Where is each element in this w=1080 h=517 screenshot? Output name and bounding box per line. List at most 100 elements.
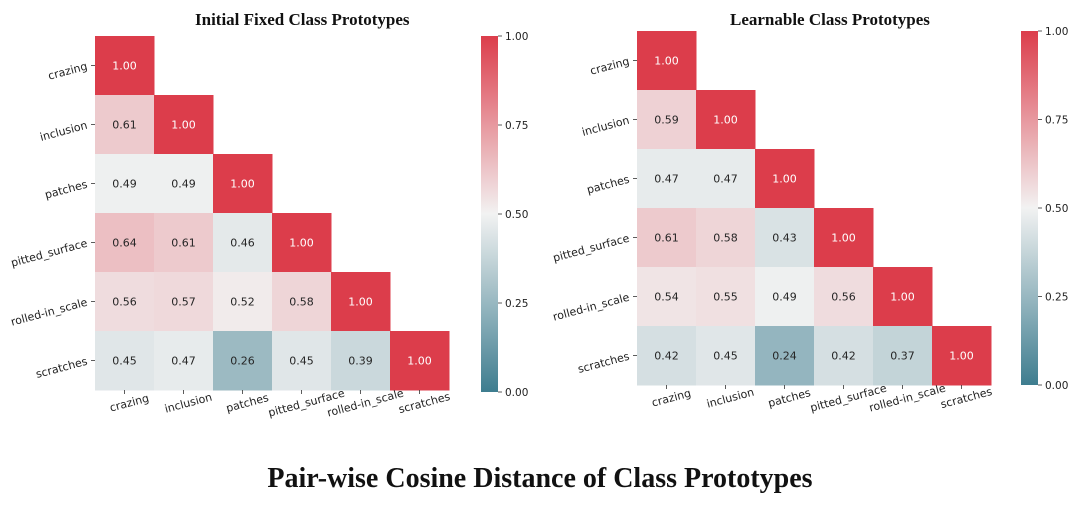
heatmap-value-label: 1.00 bbox=[831, 232, 856, 245]
heatmap-value-label: 0.42 bbox=[831, 350, 856, 363]
heatmap-cell bbox=[95, 331, 155, 391]
colorbar-tick-label: 0.25 bbox=[505, 298, 528, 310]
colorbar-tick-label: 1.00 bbox=[1045, 26, 1068, 38]
heatmap-cell bbox=[696, 267, 756, 327]
heatmap-value-label: 1.00 bbox=[772, 173, 797, 186]
heatmap-cell bbox=[272, 331, 332, 391]
heatmap-value-label: 1.00 bbox=[407, 355, 432, 368]
heatmap-value-label: 0.26 bbox=[230, 355, 255, 368]
heatmap-initial: 1.00 0.61 1.00 0.49 0.49 1.00 0.64 0.61 0.46 1.00… bbox=[9, 31, 528, 420]
heatmap-value-label: 0.49 bbox=[772, 291, 797, 304]
heatmap-value-label: 0.45 bbox=[713, 350, 738, 363]
colorbar-tick-label: 0.75 bbox=[1045, 115, 1068, 127]
y-tick-label: patches bbox=[585, 173, 631, 197]
heatmap-cell bbox=[755, 267, 815, 327]
heatmap-value-label: 0.59 bbox=[654, 114, 679, 127]
heatmap-cell bbox=[755, 208, 815, 268]
heatmap-value-label: 0.52 bbox=[230, 296, 255, 309]
x-tick-label: crazing bbox=[650, 387, 692, 410]
heatmap-cell bbox=[696, 90, 756, 150]
heatmap-cell bbox=[95, 95, 155, 155]
colorbar bbox=[481, 36, 498, 392]
heatmap-cell bbox=[154, 154, 214, 214]
colorbar-tick-label: 0.00 bbox=[1045, 380, 1068, 392]
heatmap-cell bbox=[154, 272, 214, 332]
colorbar bbox=[1021, 31, 1038, 385]
heatmap-value-label: 0.43 bbox=[772, 232, 797, 245]
y-tick-label: inclusion bbox=[581, 114, 631, 139]
heatmap-value-label: 0.58 bbox=[713, 232, 738, 245]
heatmap-cell bbox=[95, 272, 155, 332]
colorbar-tick-label: 0.50 bbox=[1045, 203, 1068, 215]
heatmap-cell bbox=[696, 326, 756, 386]
y-tick-label: scratches bbox=[576, 350, 631, 376]
heatmap-cell bbox=[154, 213, 214, 273]
x-tick-label: crazing bbox=[108, 392, 150, 415]
heatmap-cell bbox=[154, 95, 214, 155]
heatmap-cell bbox=[213, 154, 273, 214]
x-tick-label: inclusion bbox=[163, 390, 213, 415]
heatmap-value-label: 0.47 bbox=[171, 355, 196, 368]
heatmap-value-label: 0.61 bbox=[171, 237, 196, 250]
heatmap-cell bbox=[755, 326, 815, 386]
colorbar-tick-label: 0.75 bbox=[505, 120, 528, 132]
y-tick-label: pitted_surface bbox=[552, 232, 631, 265]
x-tick-label: scratches bbox=[397, 390, 452, 416]
figure-title: Pair-wise Cosine Distance of Class Proto… bbox=[267, 463, 813, 494]
colorbar-tick-label: 0.00 bbox=[505, 387, 528, 399]
heatmap-cell bbox=[331, 272, 391, 332]
heatmap-cell bbox=[272, 272, 332, 332]
heatmap-value-label: 0.64 bbox=[112, 237, 137, 250]
heatmap-value-label: 0.58 bbox=[289, 296, 314, 309]
heatmap-value-label: 1.00 bbox=[171, 119, 196, 132]
heatmap-cell bbox=[637, 267, 697, 327]
chart-title-learnable: Learnable Class Prototypes bbox=[730, 10, 930, 29]
y-tick-label: inclusion bbox=[39, 119, 89, 144]
x-tick-label: scratches bbox=[939, 385, 994, 411]
heatmap-cell bbox=[272, 213, 332, 273]
heatmap-cell bbox=[637, 208, 697, 268]
heatmap-value-label: 1.00 bbox=[112, 60, 137, 73]
y-tick-label: patches bbox=[43, 178, 89, 202]
y-tick-label: pitted_surface bbox=[10, 237, 89, 270]
y-tick-label: crazing bbox=[589, 55, 631, 78]
colorbar-tick-label: 0.25 bbox=[1045, 292, 1068, 304]
heatmap-value-label: 0.46 bbox=[230, 237, 255, 250]
heatmap-value-label: 1.00 bbox=[713, 114, 738, 127]
heatmap-cell bbox=[932, 326, 992, 386]
heatmap-value-label: 0.57 bbox=[171, 296, 196, 309]
y-tick-label: scratches bbox=[34, 355, 89, 381]
heatmap-cell bbox=[637, 90, 697, 150]
heatmap-value-label: 0.42 bbox=[654, 350, 679, 363]
heatmap-value-label: 0.61 bbox=[654, 232, 679, 245]
heatmap-value-label: 0.49 bbox=[112, 178, 137, 191]
heatmap-value-label: 1.00 bbox=[230, 178, 255, 191]
heatmap-value-label: 0.45 bbox=[112, 355, 137, 368]
heatmap-cell bbox=[154, 331, 214, 391]
heatmap-value-label: 0.39 bbox=[348, 355, 373, 368]
heatmap-cell bbox=[637, 31, 697, 91]
heatmap-cell bbox=[696, 149, 756, 209]
heatmap-value-label: 0.54 bbox=[654, 291, 679, 304]
y-tick-label: crazing bbox=[47, 60, 89, 83]
heatmap-cell bbox=[95, 154, 155, 214]
heatmap-cell bbox=[814, 208, 874, 268]
heatmap-cell bbox=[637, 149, 697, 209]
heatmap-cell bbox=[873, 326, 933, 386]
heatmap-value-label: 0.37 bbox=[890, 350, 915, 363]
heatmap-cell bbox=[873, 267, 933, 327]
heatmap-value-label: 0.45 bbox=[289, 355, 314, 368]
heatmap-cell bbox=[637, 326, 697, 386]
x-tick-label: patches bbox=[767, 386, 813, 410]
heatmap-cell bbox=[213, 331, 273, 391]
heatmap-cell bbox=[213, 272, 273, 332]
heatmap-cell bbox=[390, 331, 450, 391]
heatmap-value-label: 0.49 bbox=[171, 178, 196, 191]
heatmap-value-label: 1.00 bbox=[890, 291, 915, 304]
heatmap-cell bbox=[814, 267, 874, 327]
y-tick-label: rolled-in_scale bbox=[551, 291, 631, 324]
heatmap-value-label: 0.61 bbox=[112, 119, 137, 132]
colorbar-tick-label: 1.00 bbox=[505, 31, 528, 43]
y-tick-label: rolled-in_scale bbox=[9, 296, 89, 329]
heatmap-panel-initial: 1.00 0.61 1.00 0.49 0.49 1.00 0.64 0.61 0.46 1.00… bbox=[0, 0, 540, 450]
